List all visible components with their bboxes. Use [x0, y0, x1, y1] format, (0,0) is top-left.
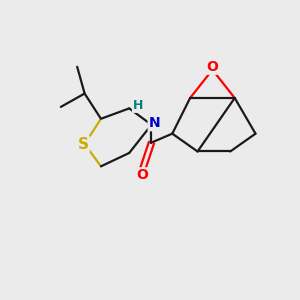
- Text: N: N: [148, 116, 160, 130]
- Text: H: H: [133, 99, 143, 112]
- Text: S: S: [78, 136, 88, 152]
- Text: O: O: [136, 168, 148, 182]
- Text: O: O: [206, 60, 218, 74]
